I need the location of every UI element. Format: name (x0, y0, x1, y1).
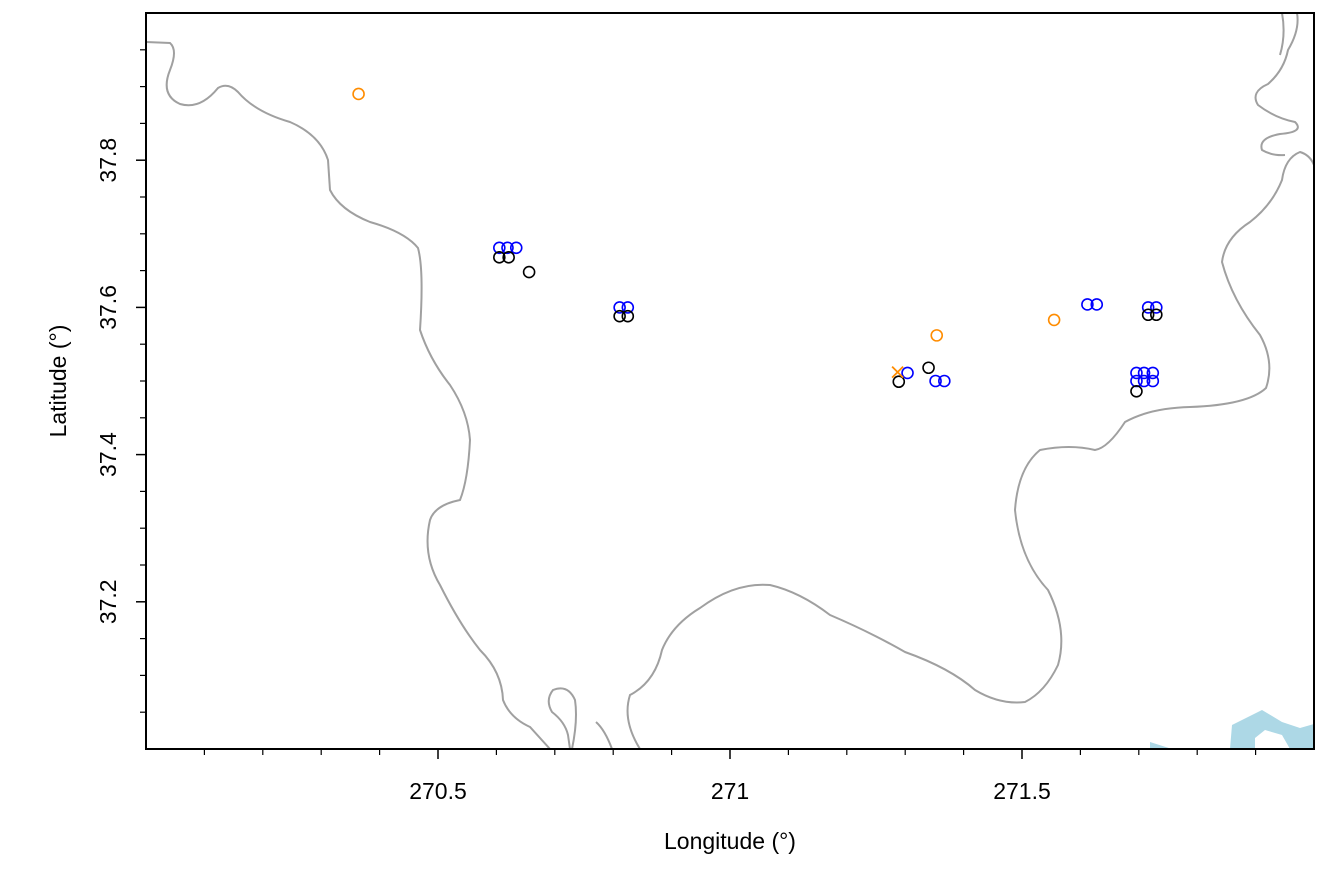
point (522, 265, 536, 279)
water (1230, 710, 1314, 749)
point (892, 375, 906, 389)
water (1150, 742, 1172, 749)
y-tick-label: 37.8 (95, 138, 121, 183)
x-tick-label: 270.5 (409, 778, 467, 804)
point (1141, 301, 1155, 314)
map-layer (146, 13, 1314, 749)
point (1150, 301, 1163, 314)
point (1081, 298, 1094, 311)
point (922, 361, 935, 375)
x-tick-label: 271.5 (993, 778, 1051, 804)
point (502, 251, 515, 264)
point (613, 309, 626, 323)
y-tick-label: 37.6 (95, 285, 121, 330)
point (1090, 298, 1104, 311)
point (1146, 374, 1160, 388)
point (1141, 308, 1155, 322)
point (352, 87, 365, 101)
point (1146, 366, 1160, 380)
boundary (1254, 13, 1299, 157)
point (1137, 374, 1151, 388)
marks (352, 87, 1163, 398)
point (501, 241, 514, 255)
point (621, 301, 635, 314)
point (1137, 366, 1151, 380)
point (509, 241, 523, 255)
point (938, 374, 951, 388)
boundary (146, 41, 551, 749)
point (1047, 313, 1061, 327)
boundary (547, 687, 577, 749)
boundary (595, 721, 613, 749)
point (930, 329, 944, 342)
x-tick-label: 271 (711, 778, 749, 804)
point (929, 374, 942, 388)
point (493, 251, 506, 264)
point (621, 309, 635, 323)
y-tick-label: 37.4 (95, 432, 121, 477)
point (1130, 385, 1143, 398)
point (1150, 308, 1163, 322)
boundary (626, 150, 1314, 749)
point (891, 366, 904, 379)
point (613, 301, 626, 314)
point (1130, 366, 1143, 380)
point (901, 366, 914, 380)
y-axis-label: Latitude (°) (45, 325, 71, 438)
x-axis-label: Longitude (°) (664, 828, 796, 854)
y-tick-label: 37.2 (95, 579, 121, 624)
point (493, 241, 506, 255)
boundary (1279, 13, 1285, 56)
